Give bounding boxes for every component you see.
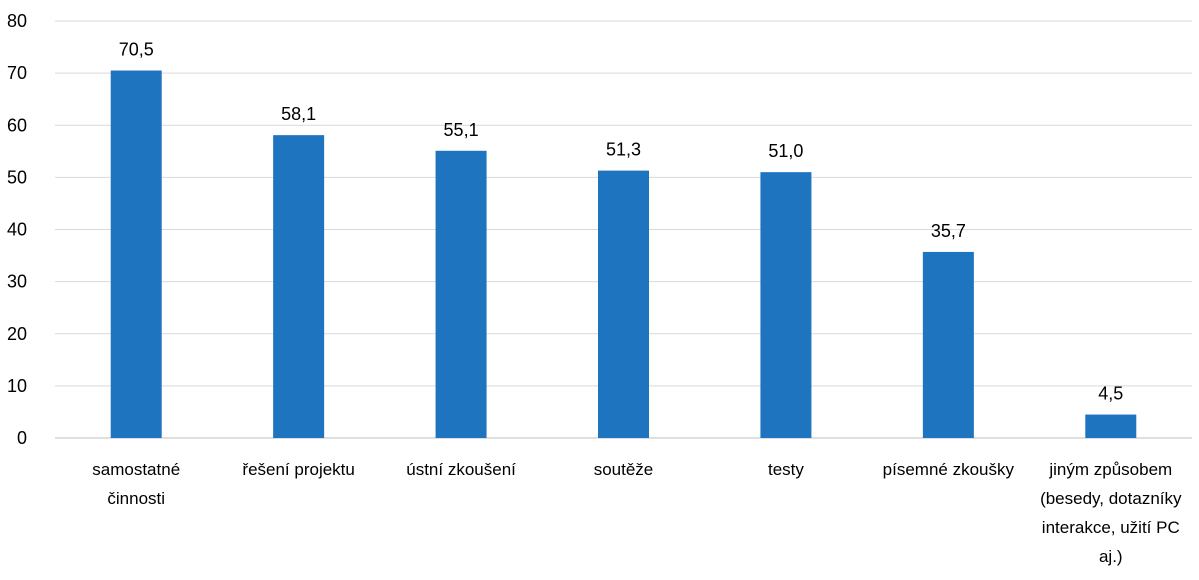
category-label-line: testy <box>768 460 804 479</box>
bars <box>110 70 1137 439</box>
category-label-line: jiným způsobem <box>1048 460 1172 479</box>
y-tick-label: 80 <box>7 11 27 31</box>
category-label: řešení projektu <box>242 460 354 479</box>
category-label-line: řešení projektu <box>242 460 354 479</box>
category-label-line: písemné zkoušky <box>883 460 1015 479</box>
y-tick-label: 40 <box>7 220 27 240</box>
category-label: ústní zkoušení <box>406 460 516 479</box>
data-label: 70,5 <box>119 40 154 60</box>
y-tick-label: 20 <box>7 324 27 344</box>
category-label: samostatné činnosti <box>92 460 180 508</box>
data-label: 55,1 <box>444 120 479 140</box>
y-tick-label: 30 <box>7 272 27 292</box>
data-labels: 70,5 58,1 55,1 51,3 51,0 35,7 4,5 <box>119 40 1124 404</box>
y-tick-label: 50 <box>7 167 27 187</box>
data-label: 51,3 <box>606 140 641 160</box>
bar <box>1085 414 1137 438</box>
category-label-line: soutěže <box>594 460 654 479</box>
category-label-line: (besedy, dotazníky <box>1040 489 1182 508</box>
category-label-line: činnosti <box>107 489 165 508</box>
category-labels: samostatné činnosti řešení projektu ústní z… <box>92 460 1182 566</box>
data-label: 51,0 <box>768 141 803 161</box>
category-label: soutěže <box>594 460 654 479</box>
data-label: 58,1 <box>281 104 316 124</box>
bar <box>273 135 325 438</box>
category-label-line: ústní zkoušení <box>406 460 516 479</box>
data-label: 4,5 <box>1098 384 1123 404</box>
category-label: jiným způsobem (besedy, dotazníky interakc… <box>1040 460 1182 566</box>
bar <box>598 170 649 438</box>
y-axis-tick-labels: 0 10 20 30 40 50 60 70 80 <box>7 11 27 448</box>
y-tick-label: 70 <box>7 63 27 83</box>
bar <box>435 150 487 438</box>
bar <box>110 70 162 439</box>
category-label: testy <box>768 460 804 479</box>
y-tick-label: 10 <box>7 376 27 396</box>
category-label: písemné zkoušky <box>883 460 1015 479</box>
bar <box>922 251 974 438</box>
bar <box>760 172 812 438</box>
y-tick-label: 0 <box>17 428 27 448</box>
data-label: 35,7 <box>931 221 966 241</box>
y-tick-label: 60 <box>7 115 27 135</box>
category-label-line: interakce, užití PC <box>1042 518 1180 537</box>
category-label-line: samostatné <box>92 460 180 479</box>
category-label-line: aj.) <box>1099 547 1123 566</box>
